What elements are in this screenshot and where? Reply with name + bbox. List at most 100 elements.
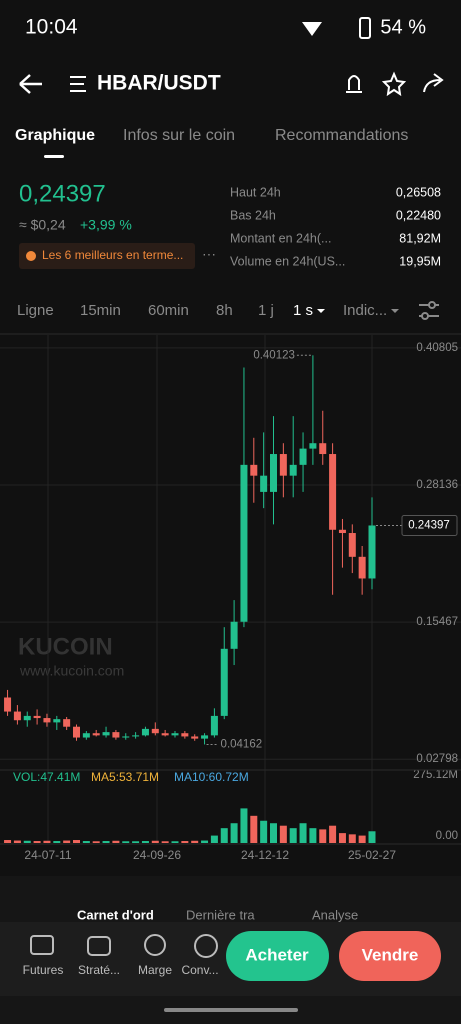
strategy-icon[interactable] (87, 936, 111, 956)
tab-indicator (44, 155, 64, 158)
candle-body (230, 621, 238, 649)
volume-bar (132, 841, 140, 843)
watermark-url: www.kucoin.com (19, 663, 124, 679)
volume-bar (141, 841, 149, 843)
volume-bar (250, 815, 258, 843)
ma5-label: MA5:53.71M (91, 770, 159, 784)
candle-body (368, 525, 376, 579)
interval-active[interactable]: 1 s (293, 302, 313, 319)
sell-label[interactable]: Vendre (362, 945, 419, 964)
interval[interactable]: Indic... (343, 302, 387, 319)
interval[interactable]: 8h (216, 302, 233, 319)
volume-bar (358, 835, 366, 843)
volume-bar (43, 840, 51, 843)
more-icon[interactable]: ··· (202, 246, 216, 262)
candle-body (132, 735, 140, 737)
fire-icon (26, 251, 36, 261)
candle-body (102, 732, 110, 736)
candle-body (33, 715, 41, 719)
candle-body (141, 728, 149, 736)
nav-label[interactable]: Marge (138, 963, 172, 977)
sheet-tab[interactable]: Carnet d'ord (77, 907, 154, 922)
margin-icon[interactable] (144, 934, 166, 956)
alert-icon[interactable] (346, 75, 362, 93)
share-icon[interactable] (423, 73, 444, 93)
candle-body (240, 464, 248, 622)
volume-bar (240, 808, 248, 843)
volume-bar (13, 840, 21, 843)
sheet-tab[interactable]: Dernière tra (186, 907, 255, 922)
y-tick-label: 0.28136 (416, 479, 458, 491)
volume-bar (102, 841, 110, 843)
candle-body (151, 728, 159, 734)
volume-bar (82, 841, 90, 843)
candle-body (23, 715, 31, 721)
convert-icon[interactable] (194, 934, 218, 958)
wifi-icon (302, 22, 322, 36)
futures-icon[interactable] (30, 935, 54, 955)
nav-label[interactable]: Straté... (78, 963, 120, 977)
candle-body (329, 454, 337, 530)
vol-label: VOL:47.41M (13, 770, 80, 784)
candle-body (92, 733, 100, 736)
volume-bar (151, 840, 159, 843)
sell-button[interactable] (339, 931, 441, 981)
last-price: 0,24397 (19, 180, 106, 207)
volume-bar (289, 828, 297, 843)
candle-body (201, 735, 209, 739)
badge-text[interactable]: Les 6 meilleurs en terme... (42, 248, 183, 262)
price-change: +3,99 % (80, 217, 132, 233)
candle-body (43, 718, 51, 723)
candle-body (13, 711, 21, 721)
min-label: 0.04162 (221, 738, 263, 750)
y-tick-label: 0.02798 (416, 753, 458, 765)
buy-label[interactable]: Acheter (245, 945, 309, 964)
stat-label: Haut 24h (230, 185, 281, 199)
interval[interactable]: 15min (80, 302, 121, 319)
last-price-tag (401, 514, 458, 536)
volume-bar (112, 840, 120, 843)
volume-bar (299, 823, 307, 843)
x-tick-label: 25-02-27 (348, 848, 396, 862)
nav-label[interactable]: Conv... (181, 963, 218, 977)
x-tick-label: 24-07-11 (24, 848, 71, 862)
volume-bar (338, 833, 346, 843)
volume-bar (53, 841, 61, 843)
badge[interactable] (19, 243, 195, 269)
settings-knob (428, 301, 436, 309)
vol-tick-label: 0.00 (436, 830, 458, 842)
status-battery: 54 % (380, 16, 426, 38)
sheet-tab[interactable]: Analyse (312, 907, 358, 922)
buy-button[interactable] (226, 931, 329, 981)
volume-bar (260, 820, 268, 843)
candle-body (4, 697, 12, 712)
x-tick-label: 24-09-26 (133, 848, 181, 862)
interval[interactable]: 60min (148, 302, 189, 319)
candle-body (319, 443, 327, 455)
tab[interactable]: Infos sur le coin (123, 127, 235, 144)
candle-body (250, 464, 258, 476)
candle-body (348, 533, 356, 557)
candle-body (181, 733, 189, 737)
candle-body (260, 475, 268, 492)
volume-bar (4, 840, 12, 843)
candle-body (270, 454, 277, 492)
candle-body (171, 733, 179, 736)
interval[interactable]: 1 j (258, 302, 274, 319)
volume-bar (329, 825, 337, 843)
volume-bar (23, 840, 31, 843)
menu-icon[interactable] (70, 76, 86, 92)
tab[interactable]: Recommandations (275, 127, 408, 144)
stat-label: Montant en 24h(... (230, 231, 331, 245)
favorite-icon[interactable] (381, 71, 407, 97)
nav-label[interactable]: Futures (23, 963, 64, 977)
battery-icon (359, 17, 371, 39)
volume-bar (122, 841, 130, 843)
tab-active[interactable]: Graphique (15, 127, 95, 144)
volume-bar (161, 841, 169, 843)
back-button[interactable] (19, 74, 42, 94)
interval[interactable]: Ligne (17, 302, 54, 319)
watermark: KUCOIN (18, 633, 113, 660)
